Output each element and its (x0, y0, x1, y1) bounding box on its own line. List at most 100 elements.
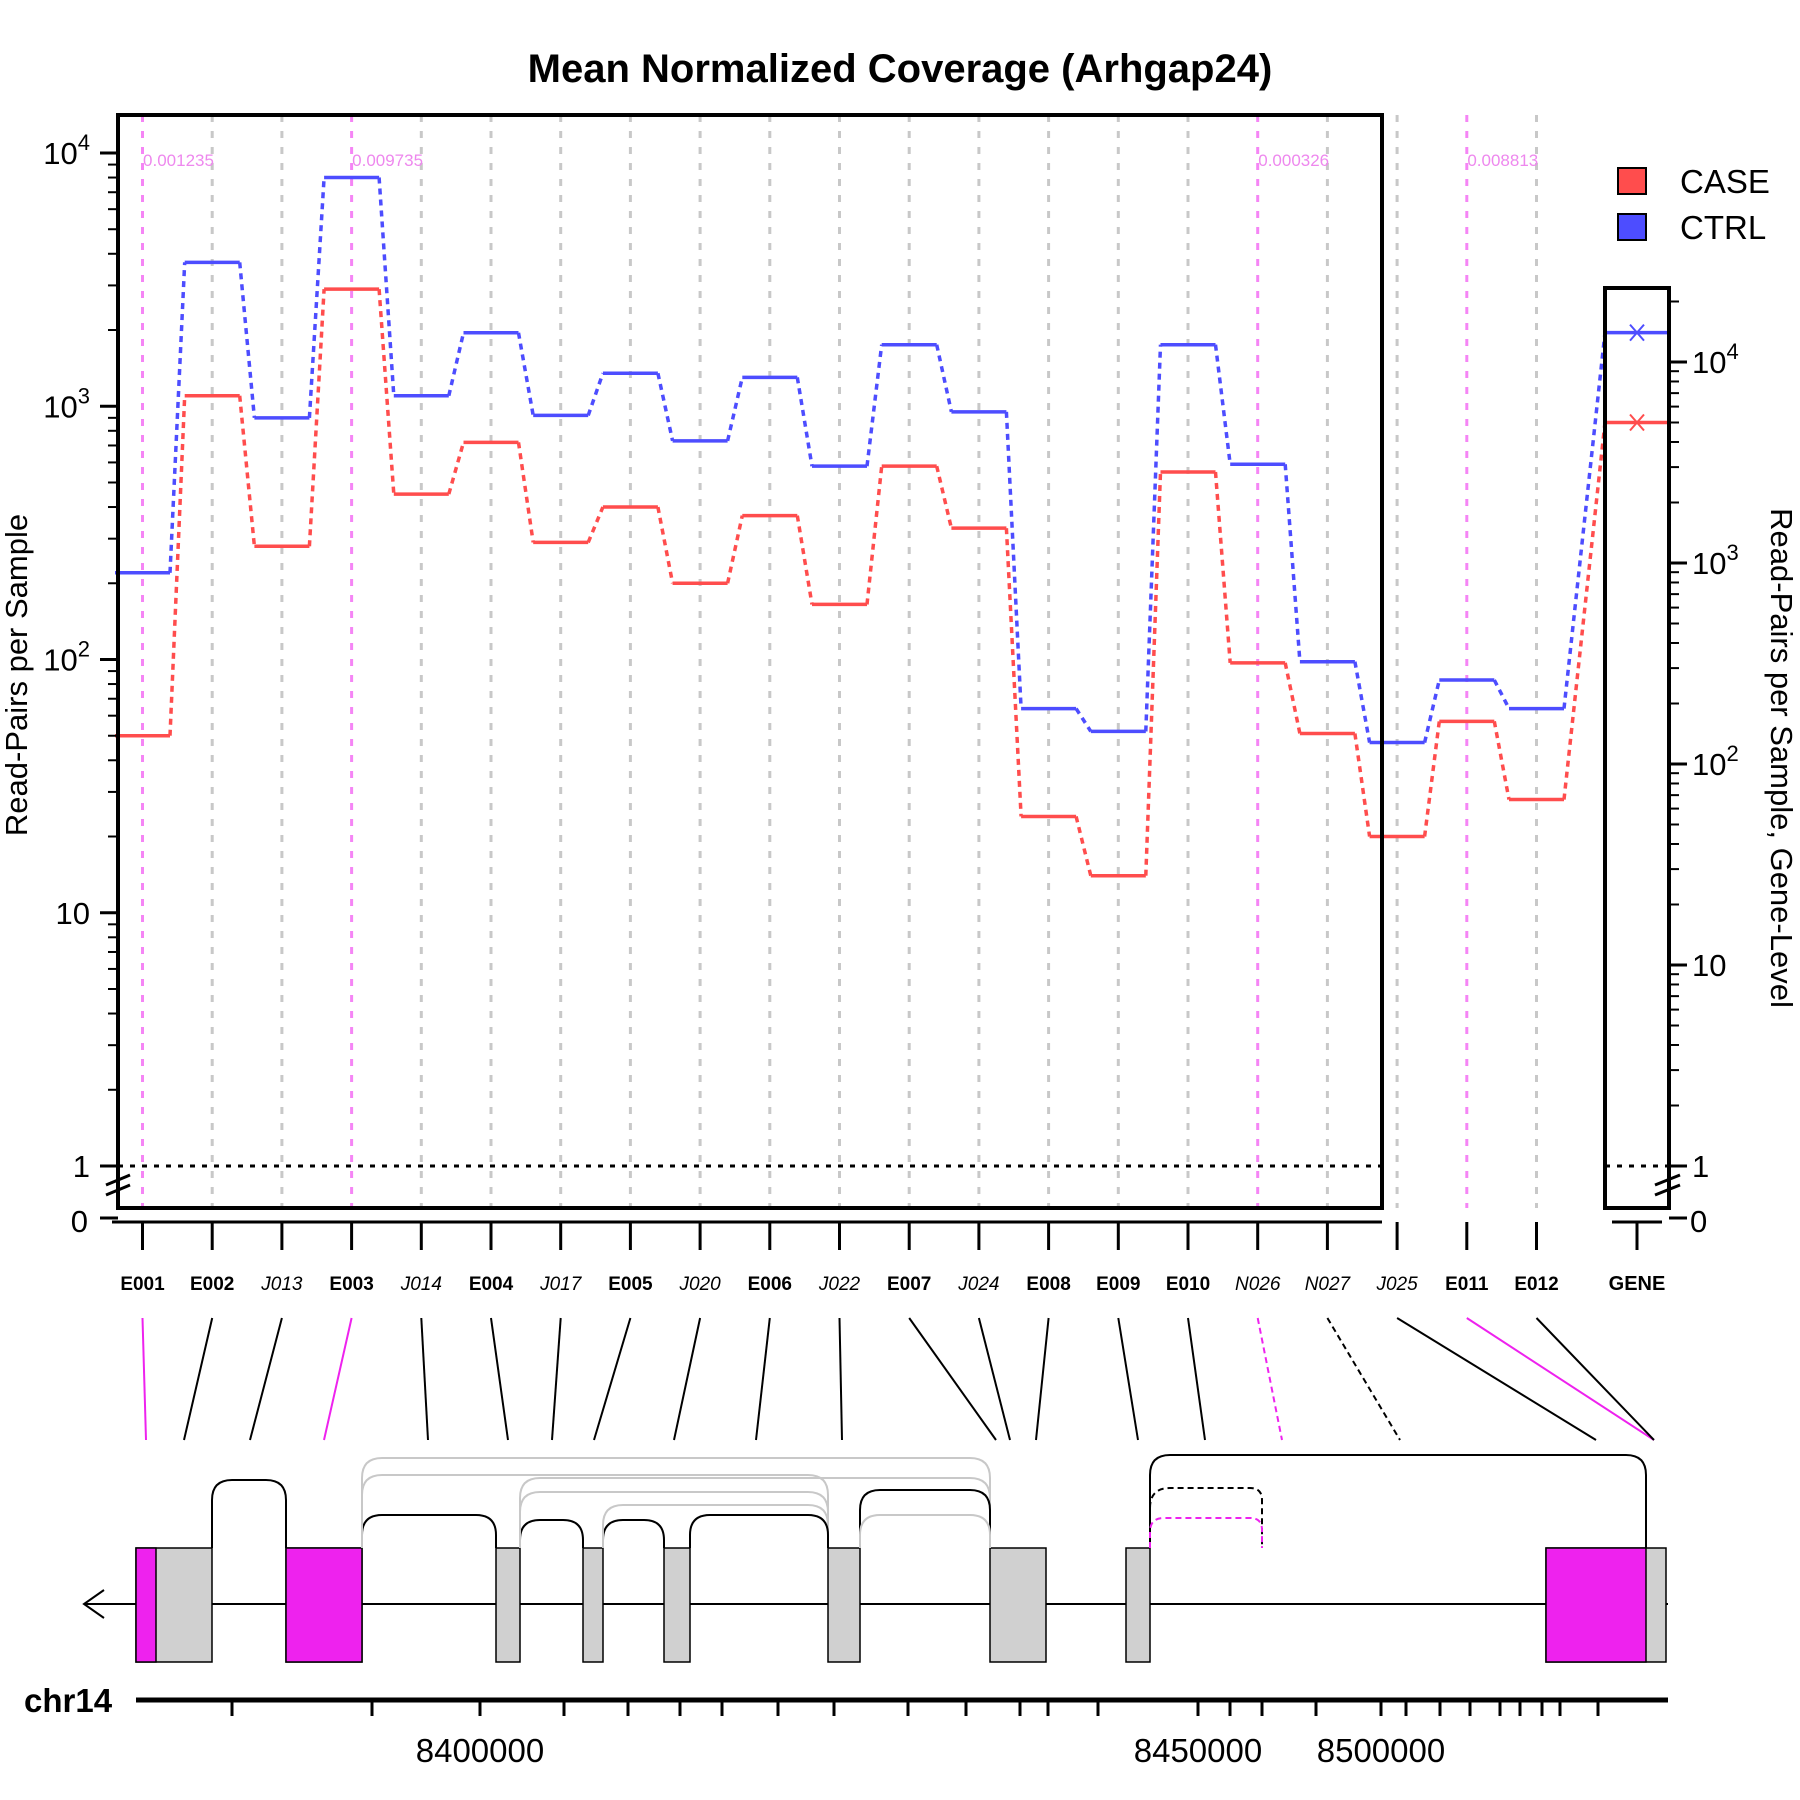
feature-label: J024 (957, 1274, 999, 1295)
splice-junction-arc (1149, 1454, 1647, 1548)
feature-label: E005 (608, 1274, 653, 1295)
feature-label: E006 (748, 1274, 792, 1295)
feature-label: J013 (260, 1274, 303, 1295)
splice-junction-arc (211, 1479, 287, 1548)
feature-connector (1535, 1317, 1655, 1441)
feature-label: E007 (887, 1274, 931, 1295)
gene-column-label: GENE (1609, 1273, 1666, 1295)
axis-break (1654, 1173, 1681, 1187)
series-connector (1283, 662, 1302, 734)
feature-connector (323, 1317, 353, 1441)
feature-label: N027 (1305, 1274, 1352, 1295)
axis-break (1654, 1183, 1681, 1197)
axis-break (105, 1173, 131, 1187)
gene-panel-frame (1603, 286, 1671, 1210)
chromosome-label: chr14 (24, 1682, 113, 1719)
splice-junction-arc (361, 1474, 829, 1548)
exon-box (663, 1547, 691, 1663)
exon-highlight (135, 1547, 157, 1663)
feature-connector (908, 1317, 997, 1441)
feature-label: J017 (539, 1274, 583, 1295)
splice-junction-arc (859, 1489, 991, 1548)
series-connector (656, 506, 675, 584)
series-connector (795, 377, 814, 467)
exon-box (495, 1547, 521, 1663)
right-y-tick-label: 104 (1692, 339, 1739, 380)
exon-box (582, 1547, 604, 1663)
feature-label: E011 (1445, 1274, 1489, 1295)
feature-connector (755, 1317, 771, 1441)
series-connector (725, 515, 745, 584)
series-connector (237, 262, 257, 419)
feature-connector (1256, 1317, 1283, 1441)
exon-box (1125, 1547, 1151, 1663)
series-connector (377, 289, 396, 495)
series-connector (1004, 411, 1023, 709)
series-connector (1213, 344, 1232, 465)
y-tick-label: 103 (43, 383, 90, 424)
right-y-zero-label: 0 (1690, 1204, 1707, 1239)
right-y-tick-label: 1 (1692, 1149, 1709, 1184)
feature-connector (141, 1317, 147, 1441)
novel-junction-arc-highlight (1149, 1517, 1263, 1548)
series-connector (934, 344, 954, 413)
series-connector (865, 465, 884, 605)
feature-connector (1396, 1317, 1597, 1441)
feature-label: J025 (1375, 1274, 1418, 1295)
feature-label: E012 (1514, 1274, 1558, 1295)
series-connector (1283, 464, 1302, 662)
exon-box (989, 1547, 1047, 1663)
legend-swatch (1617, 213, 1647, 241)
series-connector (934, 465, 954, 529)
series-connector (1213, 471, 1232, 663)
genomic-coordinate-label: 8500000 (1317, 1732, 1445, 1769)
feature-connector (1466, 1317, 1655, 1441)
series-connector (307, 289, 326, 547)
feature-label: J014 (400, 1274, 442, 1295)
y-tick-label: 10 (56, 896, 90, 931)
genomic-coordinate-label: 8450000 (1134, 1732, 1262, 1769)
series-connector (865, 344, 884, 467)
y-axis-label: Read-Pairs per Sample (0, 514, 34, 836)
legend-label: CTRL (1680, 209, 1766, 246)
series-connector (586, 372, 605, 416)
y-tick-label: 1 (73, 1149, 90, 1184)
series-connector (1004, 528, 1023, 817)
feature-connector (551, 1317, 562, 1441)
chart-title: Mean Normalized Coverage (Arhgap24) (528, 47, 1273, 91)
series-connector (1492, 721, 1511, 800)
feature-label: E003 (329, 1274, 373, 1295)
gene-level-marker (1629, 323, 1645, 342)
series-connector (1074, 816, 1093, 877)
genomic-coordinate-label: 8400000 (416, 1732, 544, 1769)
splice-junction-arc (859, 1514, 991, 1548)
exon-box (827, 1547, 861, 1663)
splice-junction-arc (519, 1519, 584, 1548)
y-tick-label: 104 (43, 130, 90, 171)
series-connector (1074, 707, 1093, 733)
series-connector (1144, 344, 1163, 732)
series-connector (377, 177, 396, 396)
splice-junction-arc (602, 1519, 665, 1548)
series-connector (307, 177, 326, 418)
strand-arrow-icon (82, 1589, 105, 1619)
feature-connector (490, 1317, 509, 1441)
feature-label: E009 (1096, 1274, 1140, 1295)
pvalue-annotation: 0.000326 (1258, 151, 1329, 170)
series-connector (516, 442, 535, 543)
legend-swatch (1617, 167, 1647, 195)
gene-model (82, 1317, 1668, 1716)
series-connector (1492, 679, 1511, 710)
right-y-axis-label: Read-Pairs per Sample, Gene-Level (1764, 508, 1799, 1008)
feature-label: E002 (190, 1274, 234, 1295)
axis-break (105, 1183, 131, 1197)
series-connector (1422, 721, 1442, 837)
y-tick-label: 102 (43, 637, 90, 678)
splice-junction-arc (689, 1514, 829, 1548)
plot-frame (116, 113, 1384, 1210)
feature-label: E004 (469, 1274, 514, 1295)
series-connector (168, 262, 187, 573)
novel-junction-arc (1149, 1487, 1263, 1548)
